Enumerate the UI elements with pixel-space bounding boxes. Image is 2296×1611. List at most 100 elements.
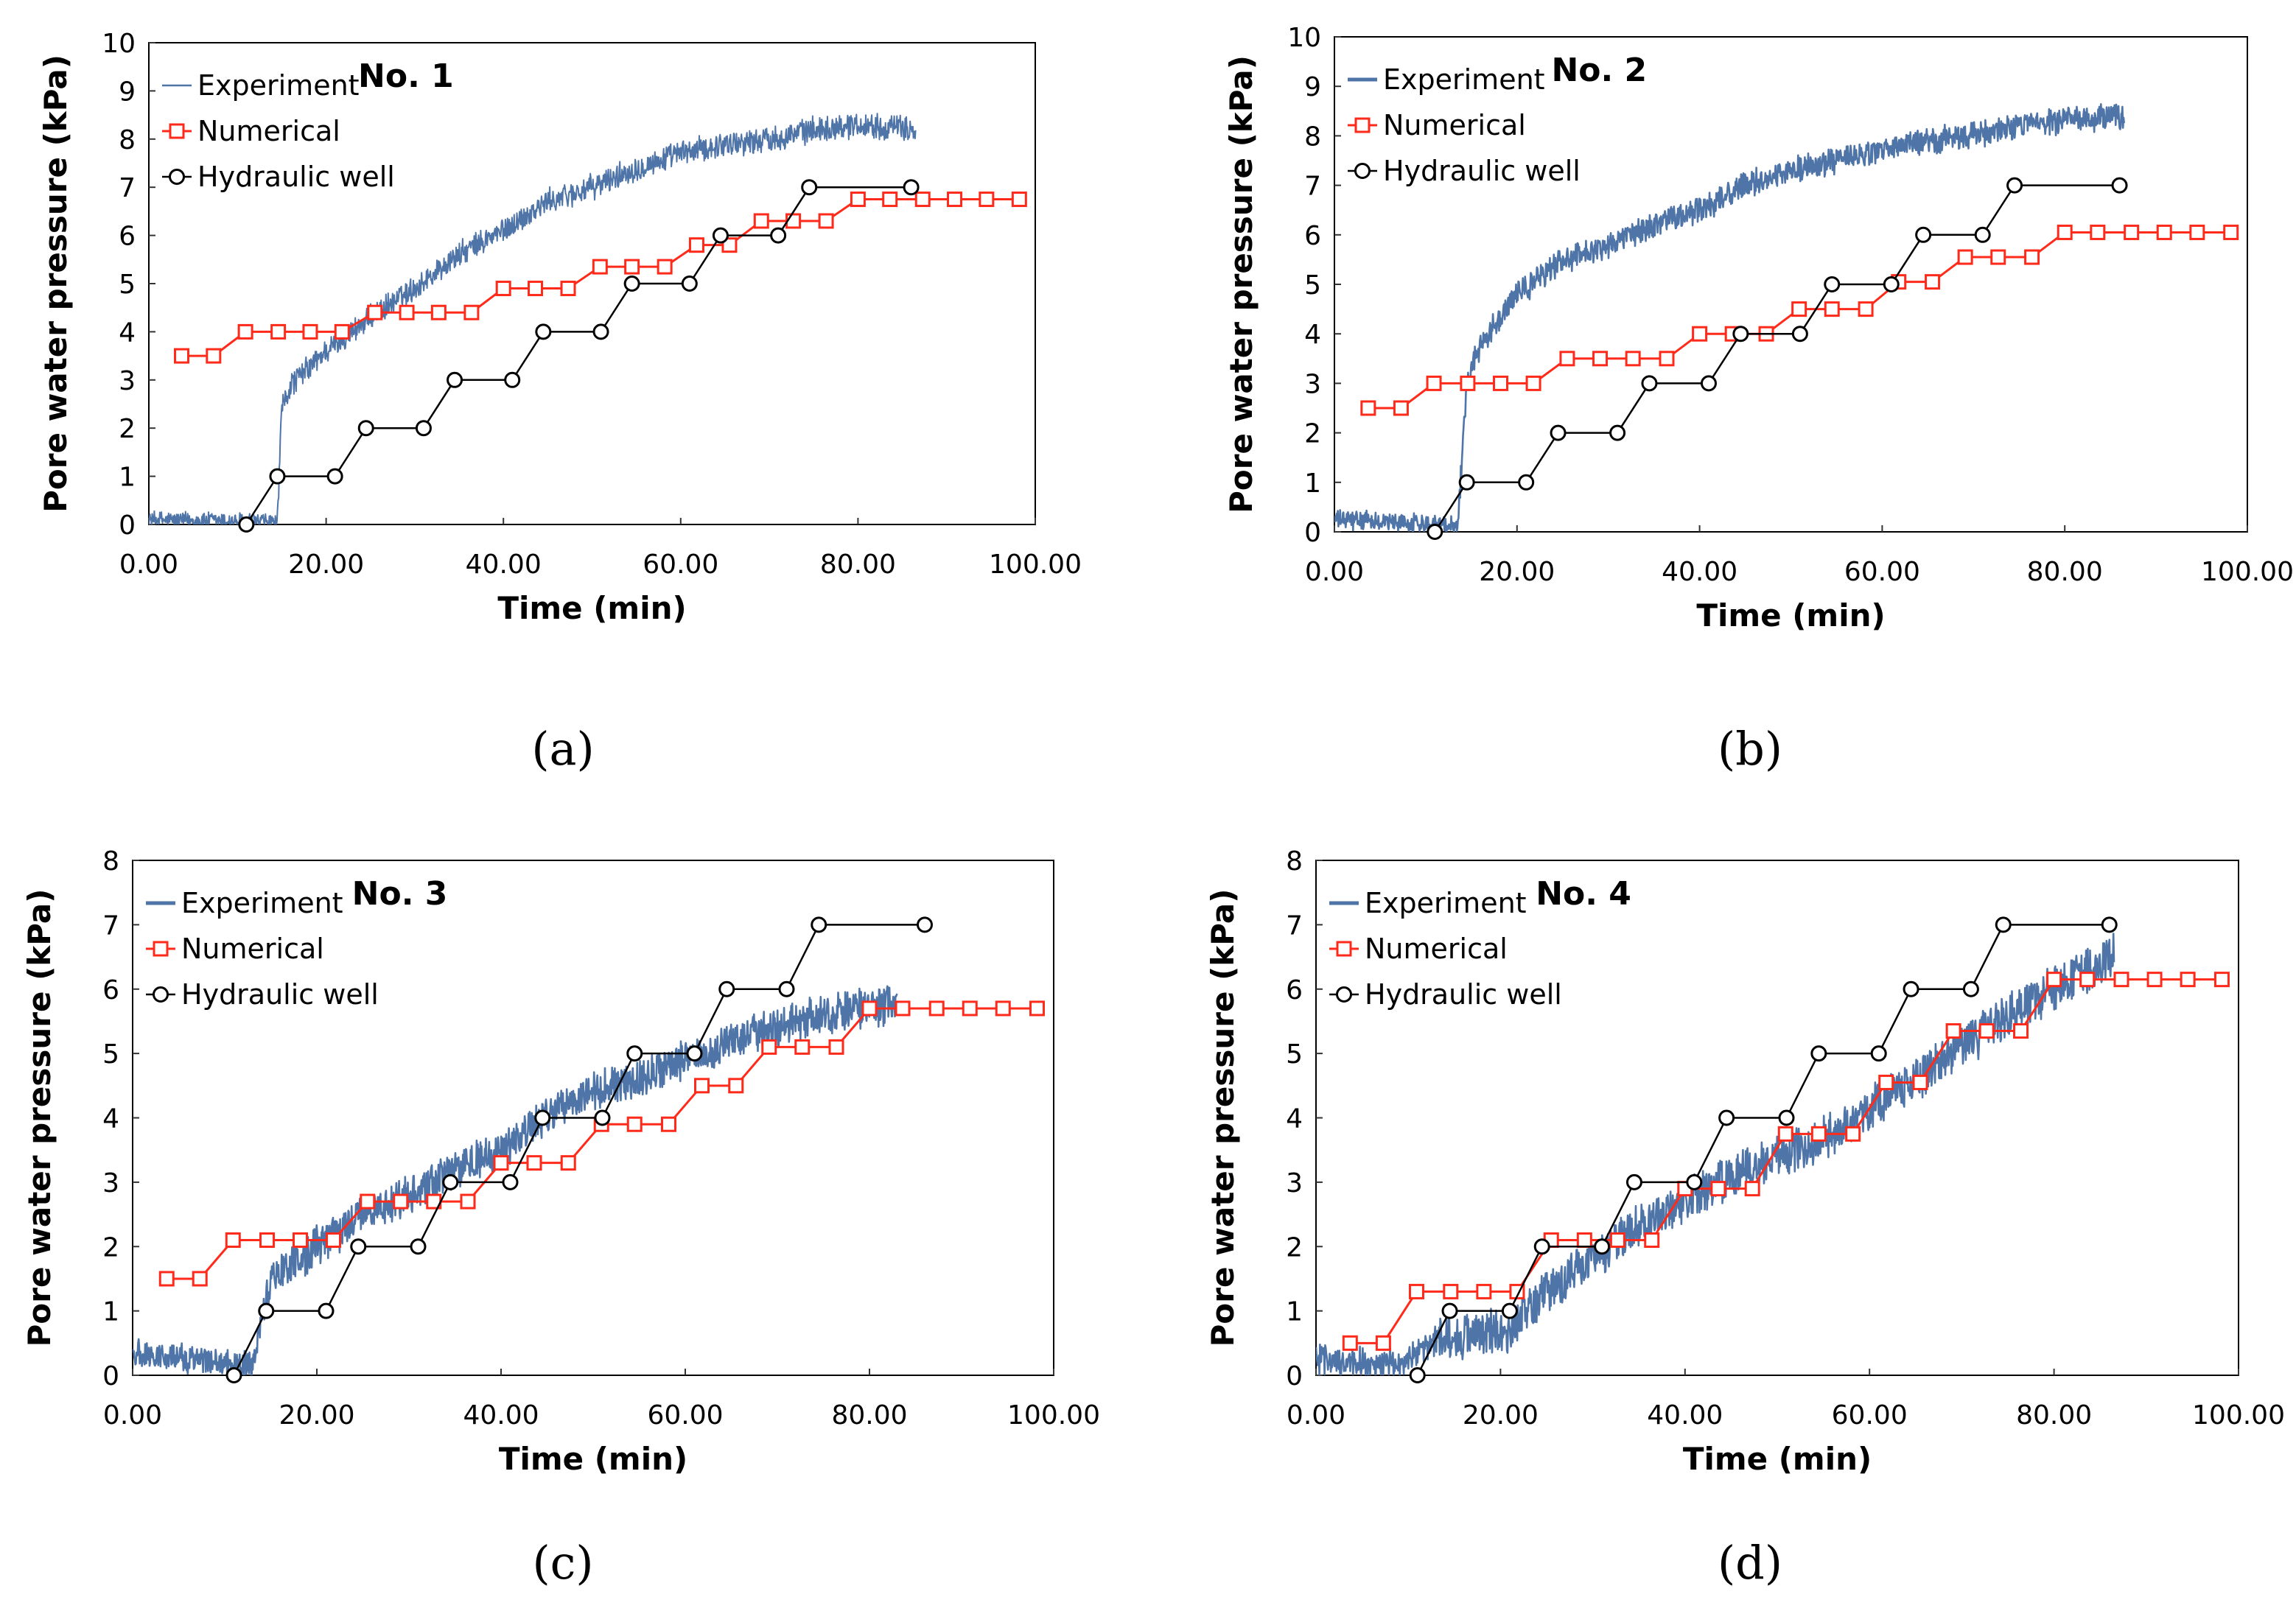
y-tick-label: 2 (1286, 1232, 1303, 1263)
y-tick-label: 10 (1287, 23, 1321, 53)
numerical-point (1810, 1126, 1827, 1142)
y-axis-title: Pore water pressure (kPa) (1223, 55, 1259, 513)
hydraulic-point (1810, 1045, 1827, 1062)
hydraulic-point (718, 980, 735, 997)
numerical-point (2046, 972, 2062, 988)
legend-hydraulic-label: Hydraulic well (181, 978, 379, 1011)
y-tick-label: 6 (102, 975, 119, 1005)
x-tick-label: 80.00 (831, 1400, 907, 1431)
chart-panel-c: 0 1 2 3 4 5 6 7 8 0.00 20.00 40.00 60.00 80.00 100.00 T… (0, 825, 1148, 1532)
legend-numerical-label: Numerical (1383, 109, 1526, 141)
hydraulic-point (1974, 226, 1991, 243)
numerical-point (259, 1232, 275, 1249)
numerical-point (1426, 375, 1442, 391)
chart-panel-b: 0 1 2 3 4 5 6 7 8 9 10 0.00 20.00 40.00 60.00 80.00 100.… (1148, 0, 2296, 707)
hydraulic-point (1718, 1109, 1735, 1126)
y-tick-label: 6 (1304, 221, 1321, 251)
caption-d: (d) (1717, 1536, 1783, 1590)
hydraulic-point (1870, 1045, 1887, 1062)
y-tick-label: 1 (119, 463, 136, 493)
x-tick-label: 40.00 (1662, 557, 1737, 587)
numerical-point (2223, 224, 2239, 240)
y-tick-label: 4 (119, 317, 136, 348)
numerical-point (1710, 1181, 1726, 1197)
hydraulic-point (770, 227, 787, 244)
x-tick-label: 40.00 (466, 550, 542, 580)
chart-title: No. 1 (358, 57, 454, 95)
numerical-point (753, 213, 769, 229)
legend-numerical-marker (153, 941, 169, 957)
legend-experiment-label: Experiment (181, 887, 343, 919)
y-tick-label: 3 (1286, 1168, 1303, 1198)
numerical-point (1559, 351, 1575, 367)
y-tick-label: 5 (119, 270, 136, 300)
hydraulic-point (623, 275, 640, 292)
numerical-point (895, 1000, 911, 1017)
numerical-point (2189, 224, 2205, 240)
numerical-point (2180, 972, 2196, 988)
numerical-point (526, 1155, 542, 1171)
x-tick-label: 20.00 (1463, 1400, 1539, 1431)
y-tick-label: 3 (1304, 369, 1321, 399)
y-tick-label: 6 (119, 222, 136, 252)
hydraulic-point (2101, 916, 2118, 933)
numerical-point (1858, 301, 1874, 317)
numerical-point (2057, 224, 2073, 240)
hydraulic-point (626, 1045, 643, 1062)
hydraulic-point (1641, 375, 1658, 392)
y-tick-label: 8 (119, 125, 136, 155)
hydraulic-point (535, 323, 552, 340)
numerical-point (1476, 1283, 1492, 1299)
hydraulic-point (225, 1367, 242, 1383)
numerical-point (367, 304, 383, 320)
y-tick-label: 2 (119, 414, 136, 444)
hydraulic-point (592, 323, 609, 340)
hydraulic-point (1550, 424, 1567, 441)
hydraulic-point (326, 468, 343, 485)
x-tick-label: 100.00 (1007, 1400, 1100, 1431)
numerical-point (850, 192, 866, 208)
y-tick-label: 8 (1304, 122, 1321, 152)
numerical-point (1029, 1000, 1045, 1017)
hydraulic-point (442, 1173, 459, 1190)
numerical-point (237, 323, 253, 340)
legend: Experiment Numerical Hydraulic well (1348, 63, 1581, 187)
numerical-point (174, 348, 190, 364)
x-axis-title: Time (min) (1696, 597, 1885, 633)
numerical-point (1845, 1126, 1861, 1142)
numerical-point (360, 1193, 376, 1210)
legend: Experiment Numerical Hydraulic well (146, 887, 379, 1011)
numerical-point (2013, 1023, 2029, 1039)
numerical-point (861, 1000, 878, 1017)
numerical-point (995, 1000, 1011, 1017)
numerical-point (528, 281, 544, 297)
legend: Experiment Numerical Hydraulic well (1329, 887, 1562, 1011)
numerical-point (818, 213, 834, 229)
numerical-point (1692, 326, 1708, 342)
chart-title: No. 4 (1536, 875, 1631, 913)
numerical-point (657, 259, 673, 275)
caption-b: (b) (1717, 722, 1783, 776)
hydraulic-point (1427, 524, 1443, 540)
x-tick-label: 20.00 (288, 550, 364, 580)
legend-experiment-label: Experiment (1383, 63, 1545, 96)
x-tick-label: 0.00 (103, 1400, 162, 1431)
y-tick-label: 3 (119, 366, 136, 396)
numerical-point (1990, 249, 2006, 265)
x-tick-label: 0.00 (1305, 557, 1364, 587)
chart-panel-a: 0 1 2 3 4 5 6 7 8 9 10 0.00 20.00 40.00 60.00 80.00 100.… (0, 0, 1148, 707)
hydraulic-point (318, 1302, 335, 1319)
numerical-point (560, 281, 576, 297)
y-axis-title: Pore water pressure (kPa) (1205, 889, 1241, 1347)
numerical-point (1393, 400, 1409, 416)
legend-hydraulic-marker (169, 169, 185, 185)
experiment-series-line (133, 985, 898, 1375)
y-tick-label: 5 (1286, 1039, 1303, 1070)
legend-numerical-marker (169, 123, 185, 139)
hydraulic-point (1609, 424, 1626, 441)
hydraulic-point (1533, 1238, 1550, 1255)
hydraulic-point (1824, 276, 1841, 292)
hydraulic-point (1732, 326, 1749, 343)
hydraulic-point (1686, 1173, 1703, 1190)
